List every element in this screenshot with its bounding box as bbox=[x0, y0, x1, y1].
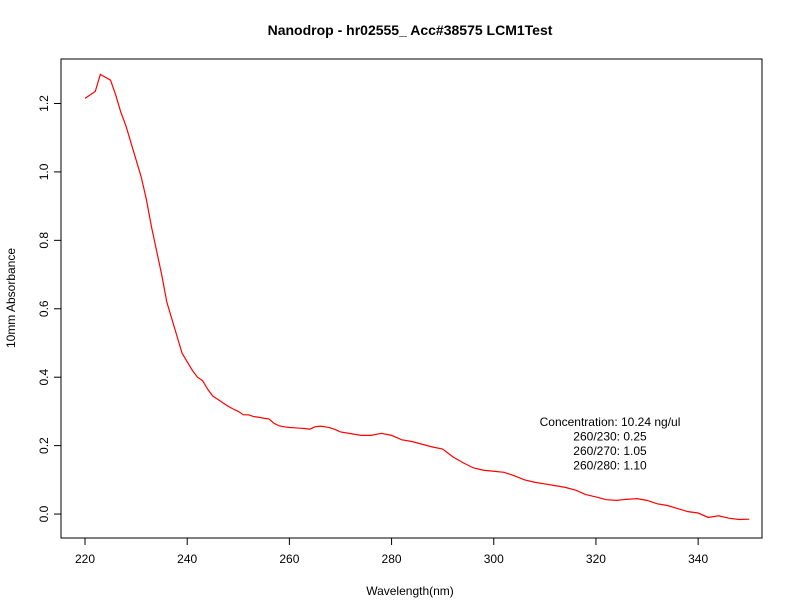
x-tick-label: 260 bbox=[279, 552, 299, 566]
ratio-annotation: 260/230: 0.25 bbox=[573, 430, 647, 444]
absorbance-line bbox=[84, 73, 750, 521]
x-axis-label: Wavelength(nm) bbox=[366, 584, 454, 598]
y-tick-label: 0.0 bbox=[37, 505, 51, 522]
x-tick-label: 240 bbox=[177, 552, 197, 566]
plot-frame bbox=[60, 58, 763, 539]
x-axis: 220 240 260 280 300 320 340 bbox=[75, 538, 708, 566]
x-tick-label: 320 bbox=[586, 552, 606, 566]
y-axis: 0.0 0.2 0.4 0.6 0.8 1.0 1.2 bbox=[37, 95, 61, 522]
y-axis-label: 10mm Absorbance bbox=[4, 248, 18, 348]
y-tick-label: 0.4 bbox=[37, 369, 51, 386]
y-tick-label: 0.6 bbox=[37, 300, 51, 317]
concentration-annotation: Concentration: 10.24 ng/ul bbox=[540, 415, 681, 429]
x-tick-label: 340 bbox=[688, 552, 708, 566]
y-tick-label: 0.2 bbox=[37, 437, 51, 454]
y-tick-label: 1.2 bbox=[37, 95, 51, 112]
x-tick-label: 280 bbox=[382, 552, 402, 566]
x-tick-label: 220 bbox=[75, 552, 95, 566]
chart-title: Nanodrop - hr02555_ Acc#38575 LCM1Test bbox=[268, 22, 553, 38]
y-tick-label: 1.0 bbox=[37, 163, 51, 180]
data-points bbox=[85, 74, 749, 519]
ratio-annotation: 260/280: 1.10 bbox=[573, 459, 647, 473]
ratio-annotation: 260/270: 1.05 bbox=[573, 444, 647, 458]
y-tick-label: 0.8 bbox=[37, 232, 51, 249]
x-tick-label: 300 bbox=[484, 552, 504, 566]
